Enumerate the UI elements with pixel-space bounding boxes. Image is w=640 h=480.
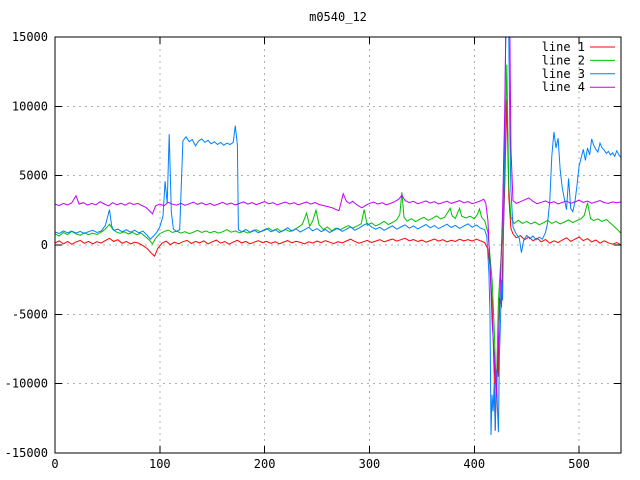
data-series (55, 37, 621, 436)
x-tick-label: 500 (568, 457, 590, 471)
legend-label: line 3 (542, 67, 585, 81)
x-tick-label: 200 (254, 457, 276, 471)
grid-lines (54, 36, 621, 454)
legend-entry: line 3 (542, 67, 615, 81)
y-tick-label: -15000 (5, 446, 48, 460)
x-tick-label: 0 (51, 457, 58, 471)
y-tick-label: -10000 (5, 377, 48, 391)
x-tick-label: 100 (149, 457, 171, 471)
y-tick-label: 0 (41, 238, 48, 252)
y-tick-label: 10000 (12, 99, 48, 113)
axis-ticks (54, 36, 621, 454)
legend-label: line 2 (542, 53, 585, 67)
x-tick-label: 300 (359, 457, 381, 471)
y-tick-label: -5000 (12, 307, 48, 321)
series-line-1 (55, 99, 621, 431)
x-axis-tick-labels: 0 100 200 300 400 500 (51, 457, 590, 471)
series-line-2 (55, 64, 621, 393)
series-line-4 (55, 37, 621, 398)
legend-entry: line 2 (542, 53, 615, 67)
y-tick-label: 5000 (19, 169, 48, 183)
y-tick-label: 15000 (12, 30, 48, 44)
legend-label: line 4 (542, 80, 585, 94)
legend-label: line 1 (542, 40, 585, 54)
legend-entry: line 1 (542, 40, 615, 54)
chart-title: m0540_12 (309, 10, 367, 24)
series-line-3 (55, 37, 621, 436)
x-tick-label: 400 (463, 457, 485, 471)
y-axis-tick-labels: -15000 -10000 -5000 0 5000 10000 15000 (5, 30, 48, 460)
legend-entry: line 4 (542, 80, 615, 94)
